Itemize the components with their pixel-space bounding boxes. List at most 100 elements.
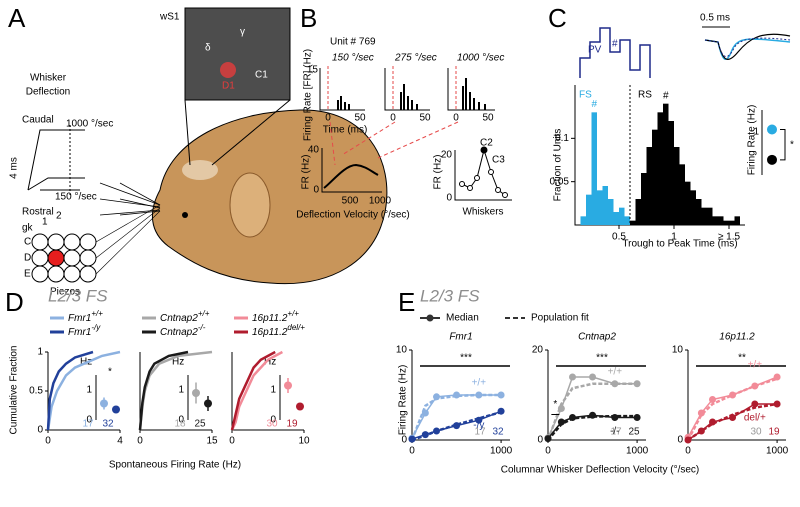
grid-label: 2 [56, 211, 62, 222]
median-point [633, 414, 641, 421]
sig-label: * [553, 399, 557, 410]
scale-label: 0.5 ms [700, 13, 730, 24]
y-tick-label: 0.05 [550, 176, 570, 187]
y-tick-label: 0 [401, 435, 407, 446]
legend-sup: +/+ [91, 309, 103, 318]
tick-label: 500 [342, 196, 359, 207]
deflection-title: Deflection [26, 87, 70, 98]
x-tick-label: 1000 [766, 446, 789, 457]
median-point [773, 373, 781, 381]
inset-unit: Hz [264, 357, 276, 368]
histogram-bar [663, 103, 669, 225]
whisker-label: C2 [480, 138, 493, 149]
median-point [569, 414, 576, 421]
velocity-label: 150 °/sec [55, 192, 97, 203]
mouse-ear [229, 172, 271, 238]
tuning-axes [321, 148, 382, 193]
histogram-bar [613, 212, 619, 225]
hash-label: # [591, 99, 597, 110]
stim-onset [327, 66, 457, 110]
legend-label: Population fit [531, 313, 589, 324]
grid-label: E [24, 269, 31, 280]
speed-label: 150 °/sec [332, 53, 374, 64]
class-label: RS [638, 90, 652, 101]
legend-label: 16p11.2del/+ [252, 323, 305, 338]
median-point [453, 391, 461, 399]
duration-label: 4 ms [9, 157, 20, 179]
median-point [611, 414, 619, 421]
median-point [544, 435, 552, 443]
speed-label: 1000 °/sec [457, 53, 504, 64]
median-point [475, 391, 483, 399]
barrel-label: D1 [222, 81, 235, 92]
pv-histogram [579, 27, 651, 78]
median-point [611, 380, 619, 388]
class-label: FS [579, 90, 592, 101]
hash-label: # [612, 39, 618, 50]
legend-sup: -/y [91, 323, 101, 332]
n-label: 18 [174, 419, 186, 430]
cumulative-curve [46, 350, 94, 431]
barrel-label: δ [205, 43, 211, 54]
median-point [709, 418, 716, 426]
legend-sup: +/+ [287, 309, 299, 318]
median-point [729, 414, 737, 421]
n-label: 32 [492, 427, 504, 438]
histogram-bar [674, 147, 680, 225]
sig-label: ** [738, 353, 746, 364]
sig-label: * [108, 367, 112, 378]
whiskers [99, 182, 161, 216]
median-point [729, 391, 737, 399]
waveform [704, 37, 791, 57]
histogram-bar [619, 207, 625, 225]
series-label: +/+ [472, 378, 487, 389]
median-point [433, 393, 440, 401]
y-tick-label: 0 [178, 415, 184, 426]
y-tick-label: 0.1 [555, 133, 569, 144]
tick-label: 50 [354, 113, 366, 124]
inset-unit: Hz [172, 357, 184, 368]
whisker-points [459, 146, 508, 198]
histogram-bar [734, 216, 740, 225]
legend-name: 16p11.2 [252, 327, 288, 338]
tick-label: 50 [482, 113, 494, 124]
tick-label: 15 [307, 65, 319, 76]
median-line [547, 414, 638, 440]
panel-title: L2/3 FS [48, 286, 108, 305]
panel-label: D [5, 287, 24, 317]
histogram-bar [718, 216, 724, 225]
whisker-label: C3 [492, 155, 505, 166]
y-tick-label: 0.5 [29, 386, 43, 397]
histogram-bar [608, 199, 614, 225]
velocity-label: 1000 °/sec [66, 119, 113, 130]
y-tick-label: 0 [37, 425, 43, 436]
panel-title: L2/3 FS [420, 286, 480, 305]
d1-mark [220, 62, 236, 78]
histogram-bar [690, 190, 696, 225]
barrel-label: C1 [255, 70, 268, 81]
median-point [569, 373, 576, 381]
median-point [709, 396, 716, 403]
median-point [475, 416, 483, 424]
tick-label: 20 [441, 150, 453, 161]
histogram-bar [657, 112, 663, 225]
median-point [100, 399, 108, 408]
legend-name: 16p11.2 [252, 313, 288, 324]
sig-label: * [790, 139, 794, 150]
n-label: 30 [266, 419, 278, 430]
cumulative-curve [230, 350, 276, 431]
histogram-bar [701, 207, 707, 225]
x-tick-label: 0 [45, 436, 51, 447]
n-label: 19 [286, 419, 298, 430]
legend-label: Fmr1-/y [68, 323, 101, 338]
axis-label: Firing Rate [FR] (Hz) [303, 49, 314, 141]
panel-label: A [8, 3, 26, 33]
median-point [192, 389, 200, 397]
grid-label: gk [22, 223, 34, 234]
whiskers [95, 204, 161, 275]
median-point [284, 381, 292, 390]
x-tick-label: 0 [409, 446, 415, 457]
x-tick-label: 0 [545, 446, 551, 457]
rate-point [767, 124, 777, 135]
x-tick-label: ≥ 1.5 [718, 232, 741, 243]
